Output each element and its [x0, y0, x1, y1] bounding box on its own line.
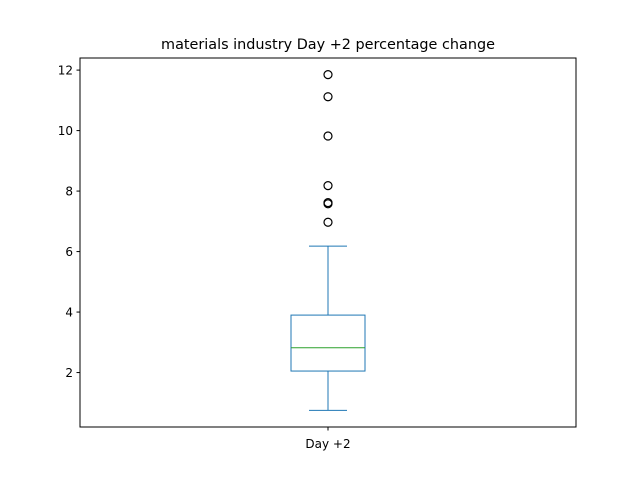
outlier-point [323, 70, 333, 80]
y-tick-label: 8 [65, 184, 73, 198]
x-tick-label: Day +2 [305, 437, 350, 451]
plot-area: 2 4 6 8 10 12 Day +2 [58, 63, 366, 451]
y-tick-label: 2 [65, 366, 73, 380]
y-tick-label: 6 [65, 245, 73, 259]
y-tick-label: 4 [65, 305, 73, 319]
outlier-point [323, 199, 333, 209]
outlier-point [323, 131, 333, 141]
outlier-point [323, 181, 333, 191]
iqr-box [290, 314, 366, 372]
chart-title: materials industry Day +2 percentage cha… [161, 37, 495, 53]
y-tick-label: 10 [58, 124, 73, 138]
outlier-point [323, 92, 333, 102]
axes-frame [79, 57, 577, 428]
y-tick-label: 12 [58, 63, 73, 77]
outlier-point [323, 217, 333, 227]
